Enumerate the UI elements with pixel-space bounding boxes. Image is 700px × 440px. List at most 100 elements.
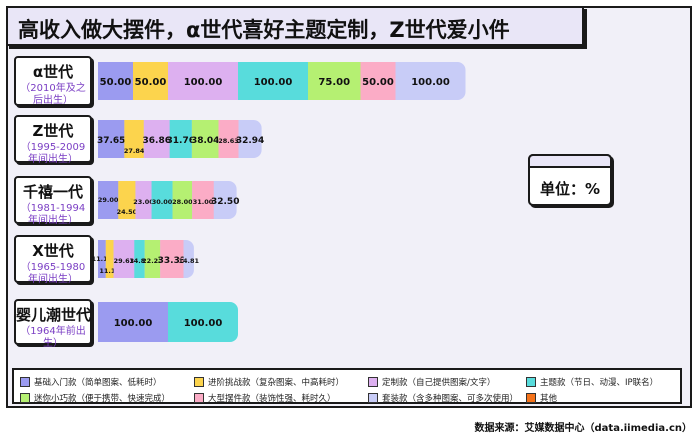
category-name: Z世代 <box>32 122 74 140</box>
category-birth-range: （2010年及之后出生） <box>20 83 86 106</box>
legend-swatch <box>20 377 30 387</box>
data-label: 14.81 <box>129 257 150 265</box>
legend-label: 基础入门款（简单图案、低耗时） <box>34 378 162 388</box>
bar-segment-advanced <box>124 120 144 158</box>
chart-title: 高收入做大摆件，α世代喜好主题定制，Z世代爱小件 <box>18 18 510 42</box>
bar-segment-set <box>395 62 458 100</box>
bar-segment-theme <box>169 120 192 158</box>
data-label: 22.22 <box>142 257 163 265</box>
category-label-box: X世代 （1965-1980年间出生） <box>14 235 92 285</box>
data-label: 28.63 <box>218 137 239 145</box>
bar-segment-custom <box>113 240 135 278</box>
data-label: 100.00 <box>184 318 223 329</box>
legend-swatch <box>368 377 378 387</box>
unit-badge-tab <box>528 154 612 168</box>
data-label: 50.00 <box>362 77 394 88</box>
legend-item-mini: 迷你小巧款（便于携带、快速完成） <box>20 392 170 404</box>
bar-segment-set <box>213 181 229 219</box>
bar-segment-custom <box>168 62 238 100</box>
category-label-box: 千禧一代 （1981-1994年间出生） <box>14 176 92 226</box>
data-label: 29.63 <box>114 257 135 265</box>
title-banner: 高收入做大摆件，α世代喜好主题定制，Z世代爱小件 <box>6 6 584 46</box>
legend-swatch <box>194 377 204 387</box>
source-note: 数据来源：艾媒数据中心（data.iimedia.cn） <box>474 423 692 434</box>
category-birth-range: （1981-1994年间出生） <box>20 203 86 226</box>
bar-segment-advanced <box>133 62 168 100</box>
category-label-box: Z世代 （1995-2009年间出生） <box>14 115 92 165</box>
category-birth-range: （1995-2009年间出生） <box>20 142 86 165</box>
data-label: 23.00 <box>133 198 154 206</box>
data-label: 27.84 <box>124 147 145 155</box>
legend-item-custom: 定制款（自己提供图案/文字） <box>368 376 495 388</box>
bar-segment-advanced <box>105 240 114 278</box>
bar-segment-basic <box>98 120 125 158</box>
unit-label: 单位：% <box>539 180 601 198</box>
legend-item-basic: 基础入门款（简单图案、低耗时） <box>20 376 162 388</box>
bar-segment-mini <box>191 120 219 158</box>
data-label: 30.00 <box>152 198 173 206</box>
category-label-box: α世代 （2010年及之后出生） <box>14 56 92 106</box>
data-label: 100.00 <box>411 77 450 88</box>
data-label: 100.00 <box>114 318 153 329</box>
data-label: 14.81 <box>178 257 199 265</box>
legend-swatch <box>526 393 536 403</box>
bar-segment-set <box>238 120 254 158</box>
data-label: 100.00 <box>254 77 293 88</box>
data-label: 28.00 <box>172 198 193 206</box>
legend-item-large: 大型摆件款（装饰性强、耗时久） <box>194 392 336 404</box>
category-name: 婴儿潮世代 <box>16 306 92 324</box>
legend-item-set: 套装款（含多种图案、可多次使用） <box>368 392 518 404</box>
legend-item-advanced: 进阶挑战款（复杂图案、中高耗时） <box>194 376 344 388</box>
data-label: 31.76 <box>167 136 195 146</box>
data-label: 33.33 <box>158 256 186 266</box>
legend-label: 进阶挑战款（复杂图案、中高耗时） <box>208 378 345 388</box>
bar-segment-basic <box>98 302 168 342</box>
legend-item-other: 其他 <box>526 392 557 404</box>
bar-segment-set <box>183 240 186 278</box>
data-label: 32.50 <box>211 197 239 207</box>
bar-segment-mini <box>308 62 361 100</box>
legend: 基础入门款（简单图案、低耗时） 进阶挑战款（复杂图案、中高耗时） 定制款（自己提供图… <box>12 368 682 404</box>
legend-item-theme: 主题款（节日、动漫、IP联名） <box>526 376 658 388</box>
bar-segment-mini <box>172 181 193 219</box>
bar-segment-basic <box>98 240 106 278</box>
category-birth-range: （1964年前出生） <box>20 326 86 349</box>
legend-swatch <box>194 393 204 403</box>
bar-segment-large <box>360 62 396 100</box>
data-label: 37.65 <box>97 136 125 146</box>
legend-label: 主题款（节日、动漫、IP联名） <box>540 378 659 388</box>
legend-label: 迷你小巧款（便于携带、快速完成） <box>34 394 171 404</box>
data-label: 24.50 <box>117 208 138 216</box>
data-label: 100.00 <box>184 77 223 88</box>
category-name: α世代 <box>32 63 74 81</box>
legend-swatch <box>368 393 378 403</box>
data-label: 50.00 <box>135 77 167 88</box>
data-label: 32.94 <box>236 136 264 146</box>
bar-segment-advanced <box>118 181 136 219</box>
data-label: 38.04 <box>191 136 219 146</box>
legend-label: 大型摆件款（装饰性强、耗时久） <box>208 394 336 404</box>
bar-segment-theme <box>238 62 308 100</box>
data-label: 11.11 <box>92 255 113 263</box>
data-label: 50.00 <box>100 77 132 88</box>
legend-label: 定制款（自己提供图案/文字） <box>382 378 496 388</box>
category-label-box: 婴儿潮世代 （1964年前出生） <box>14 299 92 349</box>
category-birth-range: （1965-1980年间出生） <box>20 262 86 285</box>
bar-segment-theme <box>151 181 173 219</box>
legend-swatch <box>20 393 30 403</box>
bar-segment-large <box>160 240 184 278</box>
data-label: 29.00 <box>98 196 119 204</box>
category-name: X世代 <box>32 242 74 260</box>
data-label: 31.00 <box>193 198 214 206</box>
bar-segment-theme <box>168 302 230 342</box>
bar-segment-custom <box>143 120 170 158</box>
data-label: 11.11 <box>99 267 120 275</box>
legend-label: 其他 <box>540 394 558 404</box>
data-label: 36.86 <box>143 136 171 146</box>
bar-segment-basic <box>98 181 119 219</box>
category-name: 千禧一代 <box>22 183 83 201</box>
data-label: 75.00 <box>318 77 350 88</box>
bar-segment-basic <box>98 62 133 100</box>
bar-segment-mini <box>144 240 161 278</box>
